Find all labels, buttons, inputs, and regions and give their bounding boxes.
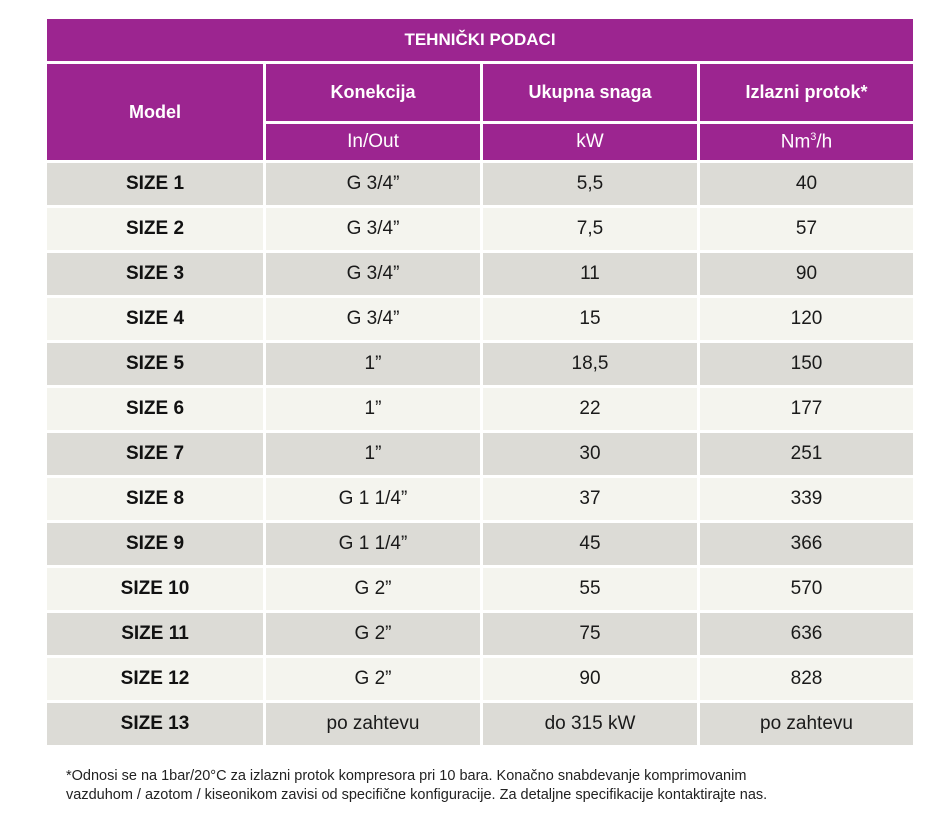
connection-cell: G 3/4” bbox=[266, 253, 480, 295]
unit-flow-tail: /h bbox=[816, 131, 833, 153]
connection-cell: G 3/4” bbox=[266, 208, 480, 250]
flow-cell: 570 bbox=[700, 568, 913, 610]
table-row: SIZE 5 1” 18,5 150 bbox=[47, 343, 913, 385]
specs-table-container: TEHNIČKI PODACI Model Konekcija Ukupna s… bbox=[47, 16, 913, 748]
connection-cell: 1” bbox=[266, 388, 480, 430]
flow-cell: 40 bbox=[700, 163, 913, 205]
flow-cell: 366 bbox=[700, 523, 913, 565]
model-cell: SIZE 10 bbox=[47, 568, 263, 610]
flow-cell: 150 bbox=[700, 343, 913, 385]
power-cell: 18,5 bbox=[483, 343, 697, 385]
model-cell: SIZE 6 bbox=[47, 388, 263, 430]
table-row: SIZE 12 G 2” 90 828 bbox=[47, 658, 913, 700]
power-cell: 90 bbox=[483, 658, 697, 700]
power-cell: 75 bbox=[483, 613, 697, 655]
table-row: SIZE 7 1” 30 251 bbox=[47, 433, 913, 475]
power-cell: 22 bbox=[483, 388, 697, 430]
power-cell: 11 bbox=[483, 253, 697, 295]
connection-cell: G 1 1/4” bbox=[266, 478, 480, 520]
flow-cell: 828 bbox=[700, 658, 913, 700]
connection-cell: 1” bbox=[266, 433, 480, 475]
model-cell: SIZE 8 bbox=[47, 478, 263, 520]
connection-cell: G 1 1/4” bbox=[266, 523, 480, 565]
header-model: Model bbox=[47, 64, 263, 160]
power-cell: 15 bbox=[483, 298, 697, 340]
flow-cell: po zahtevu bbox=[700, 703, 913, 745]
footnote: *Odnosi se na 1bar/20°C za izlazni proto… bbox=[66, 767, 926, 805]
flow-cell: 120 bbox=[700, 298, 913, 340]
connection-cell: G 3/4” bbox=[266, 163, 480, 205]
unit-flow-sup: 3 bbox=[810, 130, 817, 143]
unit-flow: Nm3/h bbox=[700, 124, 913, 160]
model-cell: SIZE 12 bbox=[47, 658, 263, 700]
connection-cell: G 2” bbox=[266, 658, 480, 700]
flow-cell: 339 bbox=[700, 478, 913, 520]
flow-cell: 251 bbox=[700, 433, 913, 475]
connection-cell: po zahtevu bbox=[266, 703, 480, 745]
power-cell: 37 bbox=[483, 478, 697, 520]
header-power: Ukupna snaga bbox=[483, 64, 697, 121]
header-flow: Izlazni protok* bbox=[700, 64, 913, 121]
power-cell: 30 bbox=[483, 433, 697, 475]
model-cell: SIZE 3 bbox=[47, 253, 263, 295]
table-row: SIZE 11 G 2” 75 636 bbox=[47, 613, 913, 655]
table-title: TEHNIČKI PODACI bbox=[47, 19, 913, 61]
model-cell: SIZE 9 bbox=[47, 523, 263, 565]
technical-data-table: TEHNIČKI PODACI Model Konekcija Ukupna s… bbox=[44, 16, 916, 748]
connection-cell: G 2” bbox=[266, 568, 480, 610]
model-cell: SIZE 13 bbox=[47, 703, 263, 745]
connection-cell: G 2” bbox=[266, 613, 480, 655]
model-cell: SIZE 5 bbox=[47, 343, 263, 385]
power-cell: 55 bbox=[483, 568, 697, 610]
model-cell: SIZE 4 bbox=[47, 298, 263, 340]
model-cell: SIZE 1 bbox=[47, 163, 263, 205]
footnote-line-1: *Odnosi se na 1bar/20°C za izlazni proto… bbox=[66, 768, 747, 784]
unit-power: kW bbox=[483, 124, 697, 160]
footnote-line-2: vazduhom / azotom / kiseonikom zavisi od… bbox=[66, 787, 768, 803]
connection-cell: G 3/4” bbox=[266, 298, 480, 340]
connection-cell: 1” bbox=[266, 343, 480, 385]
power-cell: do 315 kW bbox=[483, 703, 697, 745]
header-connection: Konekcija bbox=[266, 64, 480, 121]
table-row: SIZE 13 po zahtevu do 315 kW po zahtevu bbox=[47, 703, 913, 745]
model-cell: SIZE 11 bbox=[47, 613, 263, 655]
table-row: SIZE 10 G 2” 55 570 bbox=[47, 568, 913, 610]
power-cell: 5,5 bbox=[483, 163, 697, 205]
flow-cell: 90 bbox=[700, 253, 913, 295]
unit-flow-base: Nm bbox=[780, 131, 811, 153]
flow-cell: 177 bbox=[700, 388, 913, 430]
unit-connection: In/Out bbox=[266, 124, 480, 160]
table-row: SIZE 6 1” 22 177 bbox=[47, 388, 913, 430]
flow-cell: 636 bbox=[700, 613, 913, 655]
model-cell: SIZE 2 bbox=[47, 208, 263, 250]
model-cell: SIZE 7 bbox=[47, 433, 263, 475]
flow-cell: 57 bbox=[700, 208, 913, 250]
power-cell: 45 bbox=[483, 523, 697, 565]
power-cell: 7,5 bbox=[483, 208, 697, 250]
